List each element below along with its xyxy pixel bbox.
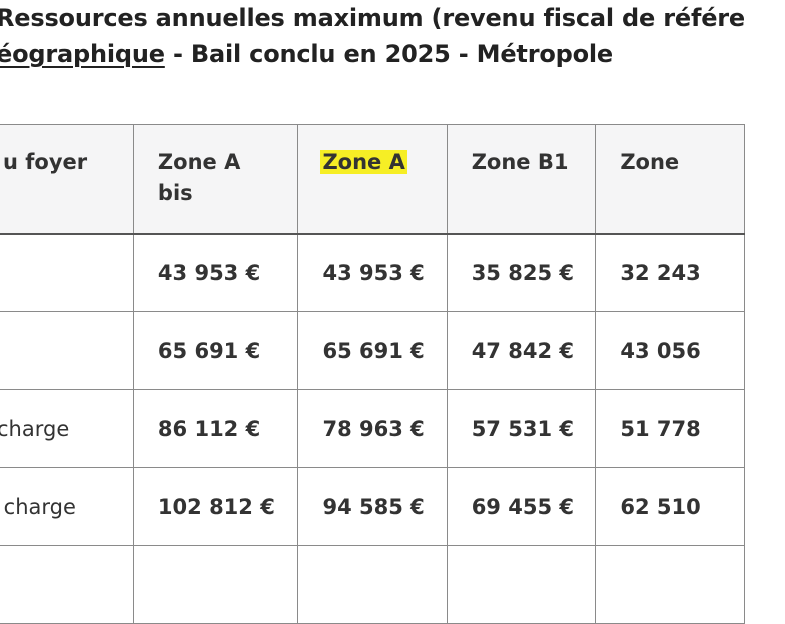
cell-zone-b1 xyxy=(446,545,597,624)
row-label: charge xyxy=(0,467,134,546)
row-label xyxy=(0,545,134,624)
header-zone-a-bis: Zone A bis xyxy=(132,124,299,235)
title-line-1: Ressources annuelles maximum (revenu fis… xyxy=(0,4,745,32)
row-label xyxy=(0,311,134,390)
cell-zone-a: 65 691 € xyxy=(297,311,448,390)
table-row-partial xyxy=(0,545,745,624)
title-line-2: éographique - Bail conclu en 2025 - Métr… xyxy=(0,34,745,74)
title-underlined-fragment: éographique xyxy=(0,40,165,68)
cell-zone-b1: 57 531 € xyxy=(446,389,597,468)
cell-zone-a-bis: 65 691 € xyxy=(132,311,299,390)
cell-zone-a-bis: 102 812 € xyxy=(132,467,299,546)
cell-zone-a xyxy=(297,545,448,624)
table-header-row: u foyer Zone A bis Zone A Zone B1 Zone xyxy=(0,124,745,235)
cell-zone-b1: 69 455 € xyxy=(446,467,597,546)
page-title: Ressources annuelles maximum (revenu fis… xyxy=(0,0,745,74)
cell-zone-a-bis: 86 112 € xyxy=(132,389,299,468)
cell-zone-b2: 62 510 xyxy=(595,467,745,546)
cell-zone-b2: 32 243 xyxy=(595,233,745,312)
header-household-composition: u foyer xyxy=(0,124,134,235)
header-zone-b2: Zone xyxy=(595,124,745,235)
cell-zone-b1: 35 825 € xyxy=(446,233,597,312)
cell-zone-b2: 43 056 xyxy=(595,311,745,390)
table-row: charge 102 812 € 94 585 € 69 455 € 62 51… xyxy=(0,467,745,546)
cell-zone-b2 xyxy=(595,545,745,624)
title-line-2-rest: - Bail conclu en 2025 - Métropole xyxy=(164,40,613,68)
cell-zone-a-bis xyxy=(132,545,299,624)
cell-zone-a: 78 963 € xyxy=(297,389,448,468)
table-row: 65 691 € 65 691 € 47 842 € 43 056 xyxy=(0,311,745,390)
table-row: 43 953 € 43 953 € 35 825 € 32 243 xyxy=(0,233,745,312)
row-label: charge xyxy=(0,389,134,468)
header-zone-a-highlighted: Zone A xyxy=(320,150,407,174)
row-label xyxy=(0,233,134,312)
cell-zone-a-bis: 43 953 € xyxy=(132,233,299,312)
cell-zone-a: 94 585 € xyxy=(297,467,448,546)
table-row: charge 86 112 € 78 963 € 57 531 € 51 778 xyxy=(0,389,745,468)
cell-zone-a: 43 953 € xyxy=(297,233,448,312)
header-zone-a-bis-label: Zone A bis xyxy=(157,150,241,205)
income-ceilings-table: u foyer Zone A bis Zone A Zone B1 Zone 4… xyxy=(0,124,745,624)
header-zone-a: Zone A xyxy=(297,124,448,235)
cell-zone-b2: 51 778 xyxy=(595,389,745,468)
header-zone-b1: Zone B1 xyxy=(446,124,597,235)
cell-zone-b1: 47 842 € xyxy=(446,311,597,390)
